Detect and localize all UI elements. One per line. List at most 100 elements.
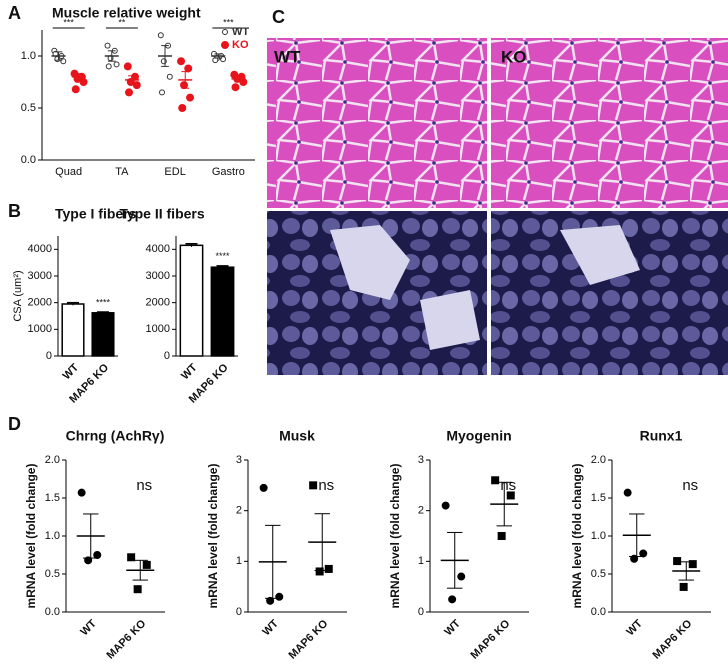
y-tick-label: 1.0 <box>591 530 606 542</box>
point <box>54 56 61 63</box>
y-tick-label: 0 <box>46 350 52 362</box>
panel-label: B <box>8 201 21 221</box>
point <box>275 592 284 601</box>
point <box>457 572 466 581</box>
y-axis-title: CSA (um²) <box>12 270 24 321</box>
point <box>127 553 136 562</box>
point <box>497 532 506 540</box>
y-tick-label: 2 <box>418 505 424 517</box>
point <box>688 560 697 569</box>
chart-title: Chrng (AchRγ) <box>66 428 165 444</box>
point <box>231 83 240 92</box>
y-tick-label: 4000 <box>28 243 52 255</box>
x-tick-label: EDL <box>164 166 185 178</box>
point <box>184 64 193 73</box>
point <box>448 595 457 604</box>
point <box>123 62 132 71</box>
y-tick-label: 1 <box>418 555 424 567</box>
y-tick-label: 2.0 <box>45 454 60 466</box>
image-label: KO <box>501 47 527 66</box>
annotation: ns <box>318 477 334 494</box>
point <box>105 63 112 70</box>
y-tick-label: 0 <box>164 350 170 362</box>
sig-label: ** <box>118 17 126 27</box>
bar <box>210 266 235 357</box>
bar <box>91 312 115 357</box>
y-tick-label: 2.0 <box>591 454 606 466</box>
panel-label: C <box>272 7 285 27</box>
point <box>266 596 275 605</box>
chart-title: Runx1 <box>640 428 683 444</box>
bar <box>179 244 204 357</box>
x-tick-label: MAP6 KO <box>104 617 148 661</box>
point <box>113 61 120 68</box>
x-tick-label: Quad <box>55 166 82 178</box>
y-tick-label: 2 <box>236 505 242 517</box>
point <box>93 551 102 559</box>
y-tick-label: 0.5 <box>591 568 606 580</box>
point <box>491 476 500 485</box>
y-tick-label: 0.0 <box>591 606 606 618</box>
point <box>166 73 173 80</box>
chart-title: Myogenin <box>446 428 511 444</box>
y-tick-label: 0.5 <box>21 102 36 114</box>
image-label: WT <box>274 47 301 66</box>
point <box>259 483 268 492</box>
annotation: ns <box>682 477 698 494</box>
x-tick-label: MAP6 KO <box>468 617 512 661</box>
chart-title: Type II fibers <box>119 206 205 222</box>
y-tick-label: 0.0 <box>21 154 36 166</box>
annotation: ns <box>136 477 152 494</box>
bar <box>61 303 85 357</box>
point <box>178 104 187 112</box>
point <box>177 57 186 66</box>
point <box>639 549 648 558</box>
point <box>309 481 318 490</box>
he-image <box>267 38 487 208</box>
point <box>132 81 141 90</box>
x-tick-label: WT <box>442 617 463 638</box>
point <box>623 488 632 497</box>
x-tick-label: MAP6 KO <box>286 617 330 661</box>
point <box>84 556 93 565</box>
legend-label: WT <box>232 26 249 38</box>
point <box>630 554 639 563</box>
chart-title: Muscle relative weight <box>52 5 201 21</box>
y-tick-label: 1.0 <box>45 530 60 542</box>
point <box>124 88 133 97</box>
point <box>222 29 228 35</box>
point <box>180 81 189 90</box>
point <box>315 567 324 576</box>
y-tick-label: 1 <box>236 555 242 567</box>
panel-label: A <box>8 3 21 23</box>
y-tick-label: 3000 <box>146 270 170 282</box>
y-tick-label: 2000 <box>146 297 170 309</box>
y-tick-label: 3 <box>418 454 424 466</box>
y-axis-title: mRNA level (fold change) <box>388 464 402 609</box>
light-fibers <box>330 225 640 350</box>
y-tick-label: 2000 <box>28 297 52 309</box>
point <box>324 564 333 573</box>
y-tick-label: 4000 <box>146 243 170 255</box>
x-tick-label: MAP6 KO <box>650 617 694 661</box>
point <box>441 501 450 510</box>
chart-title: Musk <box>279 428 315 444</box>
point <box>133 585 142 594</box>
y-tick-label: 0 <box>418 606 424 618</box>
sig-label: **** <box>215 251 230 261</box>
y-axis-title: mRNA level (fold change) <box>206 464 220 609</box>
x-tick-label: WT <box>260 617 281 638</box>
point <box>157 32 164 39</box>
point <box>104 42 111 49</box>
y-tick-label: 1000 <box>28 323 52 335</box>
sig-label: *** <box>223 17 234 27</box>
histology: WT KO <box>267 38 728 375</box>
legend-label: KO <box>232 39 249 51</box>
sig-label: *** <box>63 17 74 27</box>
point <box>77 488 86 497</box>
point <box>71 85 80 94</box>
x-tick-label: WT <box>61 361 82 382</box>
point <box>60 58 67 65</box>
point <box>221 41 229 49</box>
